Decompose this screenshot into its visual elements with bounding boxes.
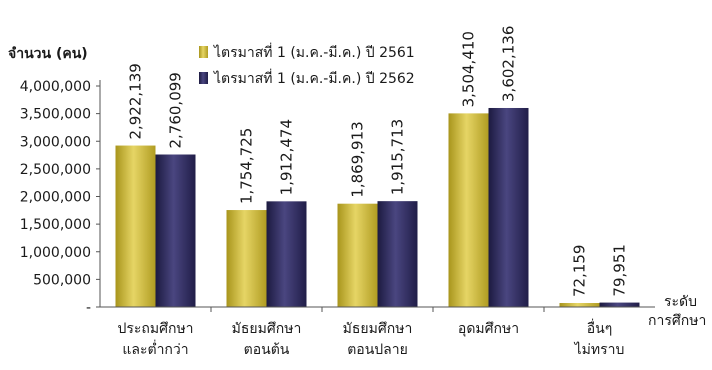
x-axis-title-line-1: ระดับ: [664, 294, 697, 310]
bar-2562: [488, 107, 529, 307]
x-category-label: ตอนปลาย: [347, 342, 408, 358]
y-axis: - 500,000 1,000,000 1,500,000 2,000,000 2,500…: [20, 79, 101, 316]
bar-2561: [448, 113, 489, 307]
bar-2562: [266, 201, 307, 307]
bar-value-label: 3,602,136: [500, 26, 518, 102]
bar-2561: [115, 145, 156, 307]
bars: [115, 107, 640, 307]
y-tick-label: 2,500,000: [20, 162, 91, 178]
y-tick-label: 3,000,000: [20, 134, 91, 150]
x-category-label: มัธยมศึกษา: [232, 321, 302, 337]
legend-swatch-2562: [199, 72, 208, 84]
legend: ไตรมาสที่ 1 (ม.ค.-มี.ค.) ปี 2561 ไตรมาสท…: [199, 43, 415, 87]
x-category-label: อุดมศึกษา: [458, 321, 519, 337]
x-category-label: อื่นๆ: [587, 319, 613, 337]
x-category-label: และต่ำกว่า: [122, 340, 188, 358]
bar-2561: [226, 210, 267, 307]
legend-label-2562: ไตรมาสที่ 1 (ม.ค.-มี.ค.) ปี 2562: [213, 69, 415, 87]
bar-value-label: 1,915,713: [389, 119, 407, 195]
bar-value-label: 1,912,474: [278, 119, 296, 195]
bar-2561: [337, 203, 378, 307]
bar-value-label: 1,754,725: [238, 128, 256, 204]
y-axis-title: จำนวน (คน): [8, 46, 88, 62]
y-tick-label: 1,500,000: [20, 217, 91, 233]
legend-label-2561: ไตรมาสที่ 1 (ม.ค.-มี.ค.) ปี 2561: [213, 43, 415, 61]
bar-2562: [155, 154, 196, 307]
y-tick-label: 4,000,000: [20, 79, 91, 95]
bar-value-label: 2,922,139: [127, 63, 145, 139]
x-axis-title-line-2: การศึกษา: [648, 313, 706, 329]
legend-swatch-2561: [199, 46, 208, 58]
bar-value-label: 3,504,410: [460, 31, 478, 107]
y-tick-label: 500,000: [33, 272, 91, 288]
y-tick-label: 1,000,000: [20, 245, 91, 261]
y-tick-label: -: [86, 300, 91, 316]
bar-2561: [559, 303, 600, 307]
bar-2562: [599, 302, 640, 307]
bar-value-label: 72,159: [571, 245, 589, 298]
bar-value-label: 79,951: [611, 244, 629, 297]
value-labels: 2,922,139 2,760,099 1,754,725 1,912,474 1,86…: [127, 26, 629, 297]
bar-value-label: 2,760,099: [167, 72, 185, 148]
x-category-label: ประถมศึกษา: [117, 321, 193, 337]
x-category-label: ตอนต้น: [244, 342, 290, 358]
x-category-label: ไม่ทราบ: [574, 341, 625, 358]
bar-2562: [377, 201, 418, 307]
x-category-label: มัธยมศึกษา: [343, 321, 413, 337]
y-tick-label: 2,000,000: [20, 190, 91, 206]
y-tick-label: 3,500,000: [20, 107, 91, 123]
bar-value-label: 1,869,913: [349, 121, 367, 197]
